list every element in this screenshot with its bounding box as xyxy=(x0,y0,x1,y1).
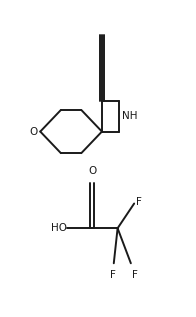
Text: F: F xyxy=(132,270,138,280)
Text: HO: HO xyxy=(51,223,67,233)
Text: NH: NH xyxy=(122,112,137,121)
Text: F: F xyxy=(136,197,141,207)
Text: F: F xyxy=(110,270,116,280)
Text: O: O xyxy=(30,126,38,137)
Text: O: O xyxy=(88,166,96,176)
